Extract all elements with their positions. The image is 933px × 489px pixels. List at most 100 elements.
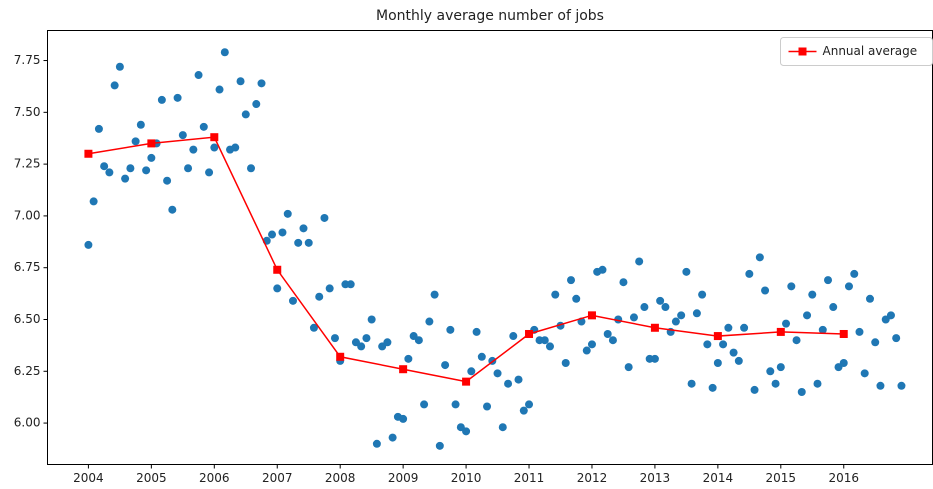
line-marker	[273, 265, 282, 274]
scatter-point	[656, 296, 665, 305]
scatter-point	[309, 323, 318, 332]
scatter-point	[136, 120, 145, 129]
scatter-point	[561, 358, 570, 367]
scatter-point	[782, 319, 791, 328]
scatter-point	[572, 294, 581, 303]
scatter-point	[713, 358, 722, 367]
scatter-point	[362, 334, 371, 343]
scatter-point	[876, 381, 885, 390]
scatter-point	[246, 164, 255, 173]
scatter-point	[525, 400, 534, 409]
scatter-point	[257, 79, 266, 88]
scatter-point	[241, 110, 250, 119]
scatter-point	[671, 317, 680, 326]
scatter-point	[865, 294, 874, 303]
scatter-point	[236, 77, 245, 86]
line-marker	[462, 377, 471, 386]
x-tick-label: 2011	[514, 471, 545, 485]
line	[88, 136, 844, 383]
scatter-point	[121, 174, 130, 183]
x-tick-label: 2006	[199, 471, 230, 485]
scatter-point	[278, 228, 287, 237]
scatter-point	[813, 379, 822, 388]
scatter-point	[755, 253, 764, 262]
scatter-point	[551, 290, 560, 299]
y-tick-label: 6.75	[14, 260, 41, 274]
scatter-point	[94, 124, 103, 133]
scatter-point	[194, 71, 203, 80]
y-tick-label: 7.00	[14, 208, 41, 222]
scatter-point	[100, 162, 109, 171]
scatter-point	[199, 122, 208, 131]
scatter-point	[797, 387, 806, 396]
scatter-point	[619, 278, 628, 287]
scatter-point	[147, 153, 156, 162]
scatter-point	[231, 143, 240, 152]
line-marker	[336, 352, 345, 361]
scatter-point	[414, 336, 423, 345]
line-marker	[776, 327, 785, 336]
scatter-point	[294, 238, 303, 247]
scatter-point	[477, 352, 486, 361]
scatter-point	[168, 205, 177, 214]
y-tick-label: 7.75	[14, 53, 41, 67]
scatter-point	[315, 292, 324, 301]
scatter-point	[839, 358, 848, 367]
scatter-point	[372, 439, 381, 448]
scatter-point	[178, 131, 187, 140]
scatter-point	[776, 363, 785, 372]
scatter-point	[404, 354, 413, 363]
scatter-point	[740, 323, 749, 332]
scatter-point	[220, 48, 229, 57]
scatter-point	[692, 309, 701, 318]
scatter-point	[84, 240, 93, 249]
y-tick-label: 7.50	[14, 105, 41, 119]
x-tick-label: 2009	[388, 471, 419, 485]
scatter-point	[388, 433, 397, 442]
scatter-point	[163, 176, 172, 185]
scatter-point	[430, 290, 439, 299]
scatter-point	[650, 354, 659, 363]
scatter-point	[708, 383, 717, 392]
line-marker	[587, 311, 596, 320]
line-marker	[399, 365, 408, 374]
y-tick-label: 6.50	[14, 312, 41, 326]
scatter-point	[357, 342, 366, 351]
scatter-point	[734, 356, 743, 365]
x-tick-label: 2012	[577, 471, 608, 485]
scatter-point	[399, 414, 408, 423]
scatter-point	[729, 348, 738, 357]
line-marker	[84, 149, 93, 158]
scatter-point	[703, 340, 712, 349]
scatter-point	[886, 311, 895, 320]
scatter-point	[629, 313, 638, 322]
line-marker	[147, 139, 156, 148]
scatter-point	[587, 340, 596, 349]
line-marker	[839, 329, 848, 338]
scatter-point	[661, 303, 670, 312]
x-tick-label: 2007	[262, 471, 293, 485]
scatter-point	[425, 317, 434, 326]
scatter-point	[719, 340, 728, 349]
scatter-point	[640, 303, 649, 312]
scatter-point	[504, 379, 513, 388]
scatter-point	[787, 282, 796, 291]
scatter-point	[304, 238, 313, 247]
scatter-point	[483, 402, 492, 411]
scatter-point	[509, 332, 518, 341]
scatter-point	[383, 338, 392, 347]
scatter-point	[545, 342, 554, 351]
scatter-point	[540, 336, 549, 345]
scatter-point	[105, 168, 114, 177]
scatter-point	[142, 166, 151, 175]
scatter-point	[766, 367, 775, 376]
scatter-point	[598, 265, 607, 274]
x-tick-label: 2008	[325, 471, 356, 485]
scatter-point	[184, 164, 193, 173]
scatter-point	[215, 85, 224, 94]
scatter-point	[446, 325, 455, 334]
x-tick-label: 2010	[451, 471, 482, 485]
scatter-point	[268, 230, 277, 239]
scatter-point	[850, 269, 859, 278]
